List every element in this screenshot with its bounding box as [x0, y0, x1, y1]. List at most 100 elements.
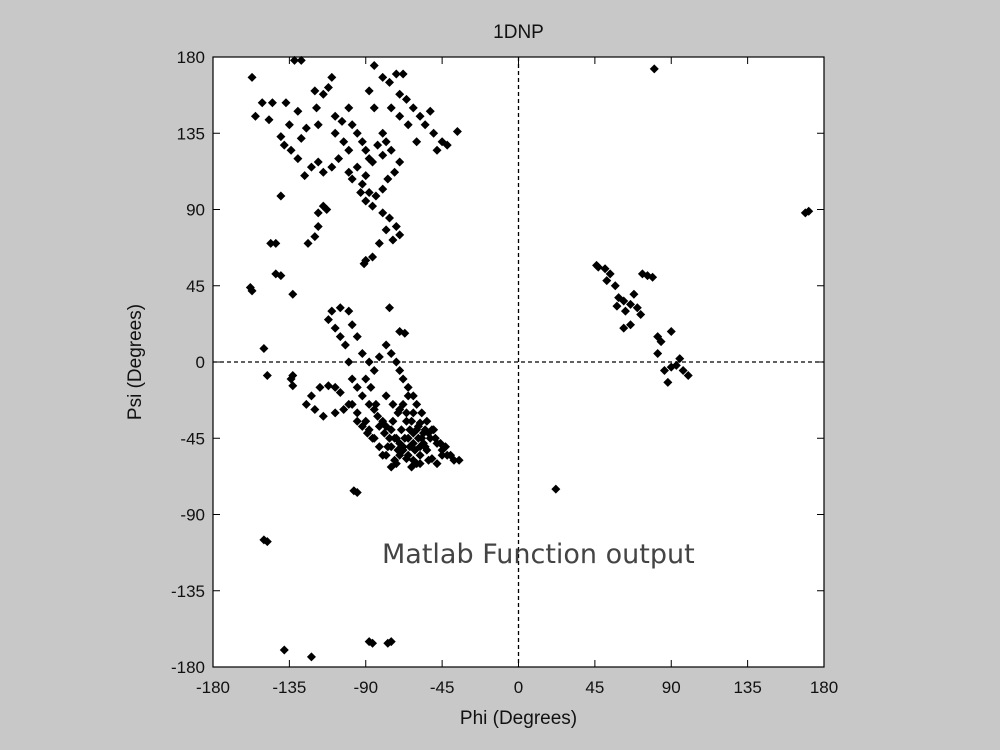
data-point	[257, 98, 267, 108]
data-point	[296, 55, 306, 65]
data-point	[369, 60, 379, 70]
data-point	[330, 408, 340, 418]
data-point	[262, 371, 272, 381]
data-point	[422, 445, 432, 455]
data-point	[303, 238, 313, 248]
x-tick-label: 45	[585, 678, 604, 697]
data-point	[330, 128, 340, 138]
data-point	[401, 408, 411, 418]
data-point	[378, 128, 388, 138]
data-point	[323, 381, 333, 391]
data-point	[408, 391, 418, 401]
data-point	[430, 433, 440, 443]
data-point	[374, 421, 384, 431]
y-tick-label: -180	[171, 658, 205, 677]
data-point	[322, 205, 332, 214]
data-point	[403, 382, 413, 392]
x-tick-label: 90	[662, 678, 681, 697]
data-point	[267, 98, 277, 108]
data-point	[300, 171, 310, 181]
data-point	[318, 89, 328, 99]
data-point	[619, 323, 629, 333]
data-point	[259, 343, 269, 353]
data-point	[364, 399, 374, 409]
data-point	[653, 349, 663, 359]
data-point	[678, 365, 688, 375]
data-point	[441, 442, 451, 452]
data-point	[388, 399, 398, 409]
data-point	[344, 103, 354, 113]
data-point	[395, 365, 405, 375]
data-point	[352, 416, 362, 426]
data-point	[271, 269, 281, 279]
data-point	[385, 77, 395, 87]
data-point	[247, 286, 257, 296]
data-point	[437, 450, 447, 460]
data-point	[347, 399, 357, 409]
data-point	[401, 454, 411, 464]
y-tick-label: 90	[186, 201, 205, 220]
annotation-text: Matlab Function output	[382, 539, 695, 570]
data-point	[374, 442, 384, 452]
data-point	[296, 133, 306, 143]
x-tick-label: 180	[810, 678, 838, 697]
data-point	[312, 103, 322, 113]
data-point	[340, 340, 350, 350]
data-point	[405, 442, 415, 452]
data-point	[620, 306, 630, 316]
data-point	[318, 167, 328, 177]
data-point	[391, 221, 401, 231]
data-point	[357, 349, 367, 359]
data-point	[388, 235, 398, 245]
data-point	[335, 332, 345, 342]
data-point	[310, 86, 320, 96]
data-point	[407, 462, 417, 472]
data-point	[352, 382, 362, 392]
data-point	[335, 303, 345, 313]
data-point	[368, 252, 378, 262]
data-point	[388, 416, 398, 426]
data-point	[378, 72, 388, 82]
data-point	[335, 388, 345, 397]
data-point	[374, 352, 384, 362]
data-point	[250, 111, 260, 121]
data-point	[301, 123, 311, 133]
data-point	[626, 299, 636, 309]
x-tick-label: -45	[430, 678, 455, 697]
data-point	[330, 111, 340, 121]
data-point	[368, 638, 378, 648]
data-point	[266, 238, 276, 248]
data-point	[602, 276, 612, 286]
data-point	[385, 213, 395, 223]
data-point	[315, 382, 325, 392]
data-point	[610, 281, 620, 291]
data-point	[373, 411, 383, 421]
data-point	[432, 145, 442, 155]
data-point	[361, 374, 371, 384]
data-point	[424, 455, 434, 465]
data-point	[395, 89, 405, 99]
data-point	[364, 188, 374, 198]
data-point	[334, 154, 344, 164]
data-point	[381, 137, 391, 147]
data-point	[357, 137, 367, 147]
y-tick-label: 180	[177, 48, 205, 67]
data-point	[276, 132, 286, 142]
data-point	[347, 320, 357, 330]
data-point	[364, 86, 374, 96]
data-point	[400, 328, 410, 338]
data-point	[330, 382, 340, 392]
data-point	[398, 69, 408, 79]
x-tick-labels: -180 -135 -90 -45 0 45 90 135 180	[196, 678, 838, 697]
data-point	[347, 174, 357, 184]
data-point	[271, 238, 281, 248]
data-point	[425, 106, 435, 116]
y-tick-labels: -180 -135 -90 -45 0 45 90 135 180	[171, 48, 205, 677]
data-point	[418, 438, 428, 448]
y-axis-title: Psi (Degrees)	[125, 304, 146, 420]
data-point	[391, 69, 401, 79]
data-point	[663, 377, 673, 387]
data-point	[415, 450, 425, 460]
data-point	[368, 433, 378, 443]
